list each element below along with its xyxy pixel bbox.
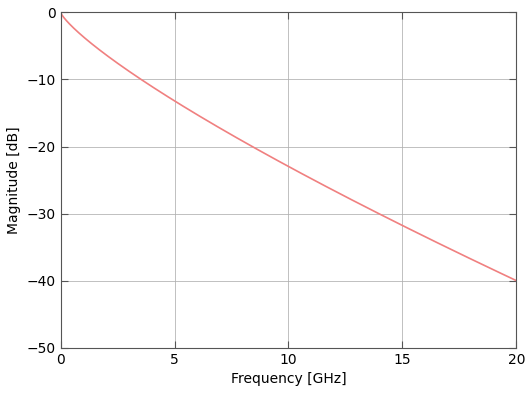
X-axis label: Frequency [GHz]: Frequency [GHz]	[231, 372, 346, 386]
Y-axis label: Magnitude [dB]: Magnitude [dB]	[7, 126, 21, 234]
